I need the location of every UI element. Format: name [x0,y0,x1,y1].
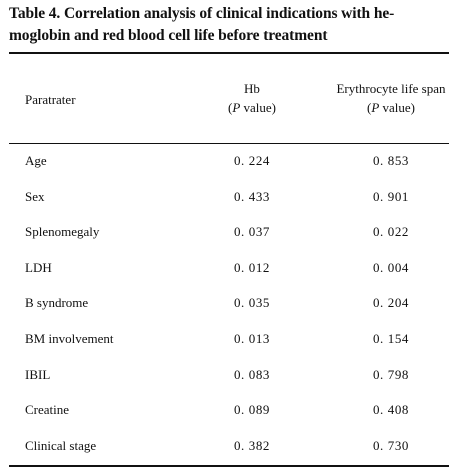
caption-line-1: Table 4. Correlation analysis of clinica… [9,5,395,22]
header-erythrocyte: Erythrocyte life span (P value) [316,79,458,117]
table-row: LDH 0. 012 0. 004 [0,258,458,278]
header-hb-unit: (P value) [177,98,327,117]
header-ery-unit: (P value) [316,98,458,117]
row-hb-p-value: 0. 089 [233,402,271,417]
row-hb-p-value: 0. 035 [233,295,271,310]
row-erythrocyte-p-value: 0. 730 [372,438,410,453]
row-erythrocyte-p-value: 0. 901 [372,189,410,204]
row-erythrocyte-p-value: 0. 004 [372,260,410,275]
row-parameter: Splenomegaly [25,224,100,239]
table-row: Clinical stage 0. 382 0. 730 [0,436,458,456]
row-parameter: Creatine [25,402,70,417]
header-hb-name: Hb [244,81,260,96]
table-row: B syndrome 0. 035 0. 204 [0,293,458,313]
row-hb-p-value: 0. 224 [233,153,271,168]
table-row: Sex 0. 433 0. 901 [0,187,458,207]
bottom-rule [9,465,449,467]
row-hb-p-value: 0. 037 [233,224,271,239]
table-row: IBIL 0. 083 0. 798 [0,365,458,385]
header-ery-p: P [371,100,380,115]
row-hb-p-value: 0. 013 [233,331,271,346]
row-parameter: BM involvement [25,331,114,346]
table-row: BM involvement 0. 013 0. 154 [0,329,458,349]
caption-line-2: moglobin and red blood cell life before … [9,27,328,44]
header-rule [9,143,449,144]
row-erythrocyte-p-value: 0. 408 [372,402,410,417]
header-ery-open: ( [366,100,372,115]
top-rule [9,52,449,54]
row-parameter: Clinical stage [25,438,97,453]
table-row: Creatine 0. 089 0. 408 [0,400,458,420]
row-parameter: Age [25,153,47,168]
row-erythrocyte-p-value: 0. 798 [372,367,410,382]
row-parameter: B syndrome [25,295,89,310]
row-erythrocyte-p-value: 0. 022 [372,224,410,239]
row-hb-p-value: 0. 382 [233,438,271,453]
table-row: Age 0. 224 0. 853 [0,151,458,171]
header-ery-close: value) [379,100,416,115]
header-hb: Hb (P value) [177,79,327,117]
header-ery-name: Erythrocyte life span [336,81,446,96]
row-parameter: Sex [25,189,45,204]
header-hb-p: P [232,100,241,115]
row-parameter: LDH [25,260,52,275]
row-erythrocyte-p-value: 0. 853 [372,153,410,168]
header-hb-close: value) [240,100,277,115]
row-hb-p-value: 0. 433 [233,189,271,204]
table-row: Splenomegaly 0. 037 0. 022 [0,222,458,242]
row-hb-p-value: 0. 012 [233,260,271,275]
row-hb-p-value: 0. 083 [233,367,271,382]
header-hb-open: ( [227,100,233,115]
header-parameter: Paratrater [25,92,76,107]
row-erythrocyte-p-value: 0. 204 [372,295,410,310]
row-parameter: IBIL [25,367,51,382]
table-caption: Table 4. Correlation analysis of clinica… [9,3,451,47]
row-erythrocyte-p-value: 0. 154 [372,331,410,346]
